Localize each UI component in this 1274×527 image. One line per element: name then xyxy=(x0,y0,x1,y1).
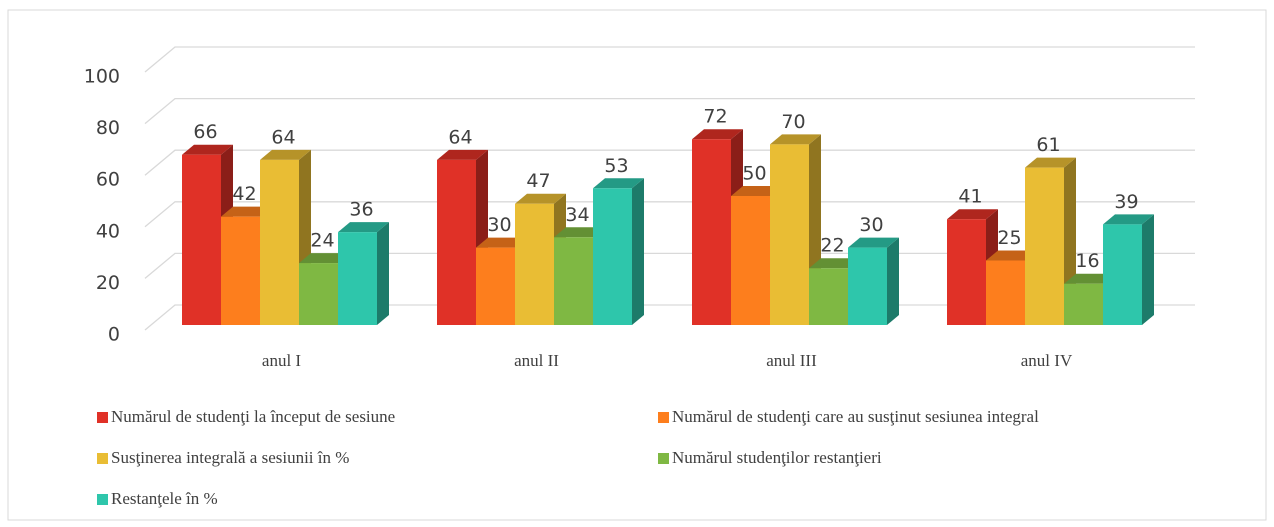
grid-line xyxy=(144,149,1195,176)
x-tick-label: anul IV xyxy=(1021,351,1073,370)
bar-front xyxy=(338,232,377,325)
data-label: 25 xyxy=(997,227,1021,249)
bar xyxy=(848,237,899,325)
bar-front xyxy=(809,268,848,325)
y-tick-label: 100 xyxy=(84,66,120,88)
data-label: 42 xyxy=(232,183,256,205)
bar-front xyxy=(770,144,809,325)
bar-top xyxy=(1103,214,1154,225)
grid-line xyxy=(144,46,1195,73)
bar xyxy=(1103,214,1154,325)
data-label: 66 xyxy=(193,121,217,143)
bar-side xyxy=(377,222,389,325)
data-label: 39 xyxy=(1114,191,1138,213)
bar-top xyxy=(182,144,233,155)
grid-line xyxy=(144,97,1195,125)
bar-front xyxy=(221,216,260,325)
bar-top xyxy=(692,129,743,140)
legend-swatch xyxy=(97,453,108,464)
data-label: 30 xyxy=(487,214,511,236)
bar xyxy=(770,134,821,325)
x-tick-label: anul II xyxy=(514,351,559,370)
bar-top xyxy=(809,258,860,269)
bar xyxy=(338,222,389,325)
bar-top xyxy=(986,250,1037,261)
data-label: 50 xyxy=(742,163,766,185)
data-label: 16 xyxy=(1075,250,1099,272)
bar-top xyxy=(1064,273,1115,284)
data-label: 41 xyxy=(958,186,982,208)
bar-top xyxy=(221,206,272,217)
data-label: 47 xyxy=(526,170,550,192)
bar-front xyxy=(515,203,554,325)
bar-front xyxy=(593,188,632,325)
bar-top xyxy=(731,186,782,196)
bar-front xyxy=(848,247,887,325)
grid-line xyxy=(144,201,1195,228)
bar-front xyxy=(476,247,515,325)
legend-swatch xyxy=(97,412,108,423)
legend-label: Restanţele în % xyxy=(111,489,218,508)
y-tick-label: 0 xyxy=(108,324,120,346)
legend-swatch xyxy=(658,453,669,464)
bar-front xyxy=(182,154,221,325)
bar-top xyxy=(848,237,899,248)
bar-front xyxy=(1103,224,1142,325)
data-label: 34 xyxy=(565,204,589,226)
bar xyxy=(1025,157,1076,325)
x-tick-label: anul I xyxy=(262,351,302,370)
bar-front xyxy=(1025,167,1064,325)
bar xyxy=(182,144,233,325)
bar-front xyxy=(1064,283,1103,325)
bar-front xyxy=(299,263,338,325)
bar-front xyxy=(554,237,593,325)
bar-top xyxy=(299,253,350,264)
bar-front xyxy=(692,139,731,325)
bar xyxy=(515,193,566,325)
y-tick-label: 60 xyxy=(96,169,120,191)
data-label: 30 xyxy=(859,214,883,236)
y-tick-label: 40 xyxy=(96,220,120,242)
data-label: 61 xyxy=(1036,134,1060,156)
bar-top xyxy=(260,149,311,160)
legend-swatch xyxy=(658,412,669,423)
bar-front xyxy=(947,219,986,325)
bar-front xyxy=(731,196,770,325)
legend-label: Susţinerea integrală a sesiunii în % xyxy=(111,448,349,467)
bar-top xyxy=(476,237,527,248)
data-label: 22 xyxy=(820,235,844,257)
data-label: 70 xyxy=(781,111,805,133)
legend-swatch xyxy=(97,494,108,505)
bar-front xyxy=(437,159,476,325)
data-label: 64 xyxy=(271,126,295,148)
bar-top xyxy=(515,193,566,204)
bar xyxy=(593,178,644,325)
bar-side xyxy=(1142,214,1154,325)
bar-top xyxy=(770,134,821,145)
bar-side xyxy=(632,178,644,325)
bar-top xyxy=(554,227,605,238)
bar-front xyxy=(260,159,299,325)
legend-label: Numărul de studenţi care au susţinut ses… xyxy=(672,407,1039,426)
legend-label: Numărul de studenţi la început de sesiun… xyxy=(111,407,395,426)
bar-top xyxy=(947,209,998,220)
data-label: 36 xyxy=(349,199,373,221)
y-tick-label: 80 xyxy=(96,117,120,139)
legend-label: Numărul studenţilor restanţieri xyxy=(672,448,882,467)
bar-top xyxy=(593,178,644,189)
data-label: 53 xyxy=(604,155,628,177)
y-tick-label: 20 xyxy=(96,272,120,294)
data-label: 24 xyxy=(310,230,334,252)
data-label: 72 xyxy=(703,106,727,128)
bar-top xyxy=(1025,157,1076,168)
bar-side xyxy=(887,237,899,325)
x-tick-label: anul III xyxy=(766,351,817,370)
bar-top xyxy=(437,149,488,160)
data-label: 64 xyxy=(448,126,472,148)
bar-top xyxy=(338,222,389,233)
bar-front xyxy=(986,260,1025,325)
